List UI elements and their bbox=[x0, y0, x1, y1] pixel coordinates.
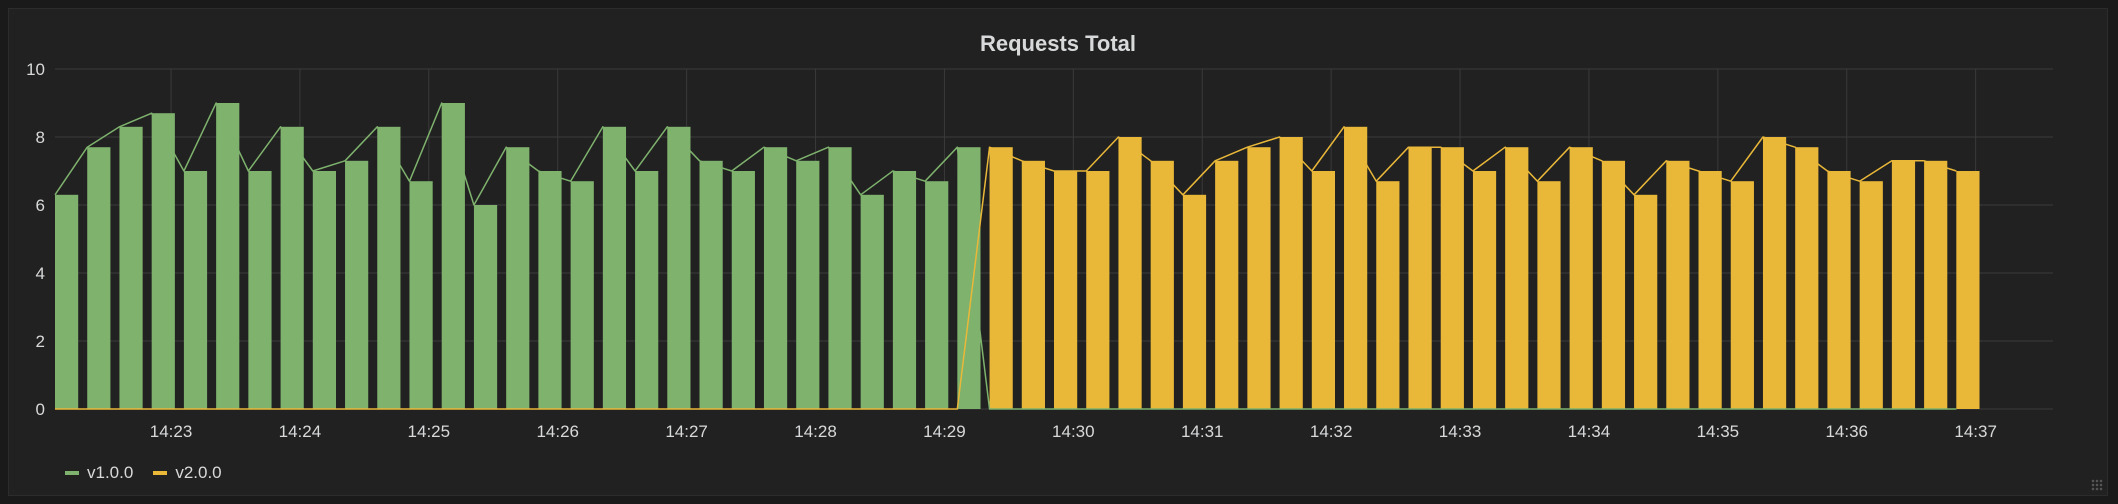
bar-v2.0.0 bbox=[1537, 181, 1561, 409]
bar-v2.0.0 bbox=[1440, 147, 1464, 409]
x-tick-label: 14:28 bbox=[794, 422, 837, 441]
bar-v2.0.0 bbox=[1215, 160, 1239, 409]
bar-v1.0.0 bbox=[409, 181, 433, 409]
bar-v1.0.0 bbox=[473, 205, 498, 409]
x-tick-label: 14:25 bbox=[408, 422, 451, 441]
panel-title[interactable]: Requests Total bbox=[979, 31, 1137, 56]
bar-v1.0.0 bbox=[55, 194, 79, 409]
y-tick-label: 10 bbox=[26, 60, 45, 79]
x-tick-label: 14:26 bbox=[536, 422, 579, 441]
bar-v1.0.0 bbox=[570, 181, 594, 409]
bar-v1.0.0 bbox=[731, 171, 755, 409]
bar-v1.0.0 bbox=[377, 126, 401, 410]
y-tick-label: 0 bbox=[36, 400, 45, 419]
x-tick-label: 14:23 bbox=[150, 422, 193, 441]
legend-swatch-v2 bbox=[153, 471, 168, 475]
chart-lines bbox=[54, 102, 1957, 410]
chart-plot: 0 2 4 6 8 10 14:23 14:24 14:25 14:26 14:27 14:28 14:… bbox=[26, 60, 2053, 441]
bar-v2.0.0 bbox=[1666, 160, 1690, 409]
bar-v1.0.0 bbox=[602, 126, 627, 410]
legend-label-v1: v1.0.0 bbox=[87, 463, 134, 482]
y-tick-label: 8 bbox=[36, 128, 45, 147]
bar-v1.0.0 bbox=[828, 147, 852, 409]
bar-v2.0.0 bbox=[1086, 171, 1110, 409]
chart-legend: v1.0.0 v2.0.0 bbox=[65, 461, 222, 485]
legend-item-v2[interactable]: v2.0.0 bbox=[153, 463, 222, 483]
bar-v1.0.0 bbox=[87, 147, 111, 409]
y-tick-label: 2 bbox=[36, 332, 45, 351]
bar-v2.0.0 bbox=[1150, 160, 1174, 409]
bar-v2.0.0 bbox=[1021, 160, 1045, 409]
bar-v2.0.0 bbox=[1601, 160, 1626, 409]
y-tick-label: 6 bbox=[36, 196, 45, 215]
bar-v1.0.0 bbox=[635, 171, 659, 409]
x-tick-label: 14:33 bbox=[1439, 422, 1482, 441]
bar-v2.0.0 bbox=[1762, 137, 1787, 409]
y-tick-label: 4 bbox=[36, 264, 45, 283]
x-tick-label: 14:24 bbox=[279, 422, 322, 441]
bar-v2.0.0 bbox=[1247, 147, 1271, 409]
x-tick-label: 14:32 bbox=[1310, 422, 1353, 441]
bar-v2.0.0 bbox=[1505, 147, 1529, 409]
x-tick-label: 14:35 bbox=[1697, 422, 1740, 441]
bar-v2.0.0 bbox=[989, 147, 1013, 409]
bar-v2.0.0 bbox=[1730, 181, 1754, 409]
bar-v2.0.0 bbox=[1182, 194, 1207, 409]
bar-v1.0.0 bbox=[667, 126, 691, 410]
bar-v1.0.0 bbox=[345, 160, 369, 409]
bar-v1.0.0 bbox=[796, 160, 820, 409]
bar-v1.0.0 bbox=[441, 103, 465, 409]
line-v2.0.0 bbox=[55, 126, 1957, 410]
bar-v1.0.0 bbox=[892, 171, 917, 409]
bar-v1.0.0 bbox=[506, 147, 530, 409]
x-tick-label: 14:34 bbox=[1568, 422, 1611, 441]
bar-v1.0.0 bbox=[925, 181, 949, 409]
line-v1.0.0 bbox=[54, 102, 1957, 410]
bar-v1.0.0 bbox=[216, 103, 240, 409]
bar-v2.0.0 bbox=[1054, 171, 1078, 409]
x-tick-label: 14:30 bbox=[1052, 422, 1095, 441]
chart-axes: 0 2 4 6 8 10 14:23 14:24 14:25 14:26 14:27 14:28 14:… bbox=[26, 60, 1997, 441]
bar-v1.0.0 bbox=[312, 171, 337, 409]
bar-v2.0.0 bbox=[1279, 137, 1303, 409]
chart-bars bbox=[55, 103, 1980, 410]
bar-v2.0.0 bbox=[1118, 137, 1142, 409]
bar-v1.0.0 bbox=[183, 171, 208, 409]
bar-v2.0.0 bbox=[1956, 171, 1980, 409]
bar-v1.0.0 bbox=[151, 113, 175, 409]
x-tick-label: 14:31 bbox=[1181, 422, 1224, 441]
bar-v1.0.0 bbox=[280, 126, 304, 410]
bar-v2.0.0 bbox=[1924, 160, 1948, 409]
bar-v2.0.0 bbox=[1634, 194, 1658, 409]
bar-v2.0.0 bbox=[1859, 181, 1883, 409]
x-tick-label: 14:36 bbox=[1825, 422, 1868, 441]
panel-resize-handle[interactable] bbox=[2091, 479, 2103, 491]
bar-v2.0.0 bbox=[1311, 171, 1336, 409]
bar-v1.0.0 bbox=[538, 171, 562, 409]
bar-v2.0.0 bbox=[1408, 147, 1432, 409]
x-tick-label: 14:37 bbox=[1954, 422, 1997, 441]
bar-v2.0.0 bbox=[1827, 171, 1851, 409]
bar-v1.0.0 bbox=[119, 126, 143, 410]
bar-v2.0.0 bbox=[1344, 126, 1368, 410]
x-tick-label: 14:27 bbox=[665, 422, 708, 441]
bar-v1.0.0 bbox=[957, 147, 981, 409]
bar-v2.0.0 bbox=[1376, 181, 1400, 409]
bar-v1.0.0 bbox=[860, 194, 884, 409]
bar-v2.0.0 bbox=[1891, 160, 1916, 409]
graph-panel: Requests Total 0 2 4 6 8 10 14:23 14:24 14:25 14:… bbox=[8, 8, 2108, 496]
x-tick-label: 14:29 bbox=[923, 422, 966, 441]
bar-v1.0.0 bbox=[248, 171, 272, 409]
bar-v2.0.0 bbox=[1698, 171, 1722, 409]
legend-item-v1[interactable]: v1.0.0 bbox=[65, 463, 133, 483]
bar-v2.0.0 bbox=[1795, 147, 1819, 409]
bar-v1.0.0 bbox=[699, 160, 723, 409]
legend-swatch-v1 bbox=[65, 471, 79, 475]
legend-label-v2: v2.0.0 bbox=[175, 463, 222, 482]
bar-v1.0.0 bbox=[763, 147, 788, 409]
bar-v2.0.0 bbox=[1472, 171, 1497, 409]
bar-v2.0.0 bbox=[1569, 147, 1593, 409]
